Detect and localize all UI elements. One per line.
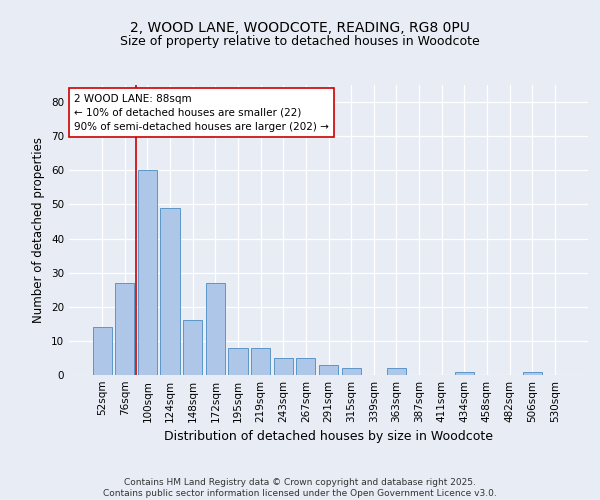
- Bar: [455, 372, 474, 375]
- Bar: [206, 283, 225, 375]
- Bar: [115, 283, 134, 375]
- X-axis label: Distribution of detached houses by size in Woodcote: Distribution of detached houses by size …: [164, 430, 493, 444]
- Bar: [387, 368, 406, 375]
- Bar: [319, 365, 338, 375]
- Bar: [296, 358, 316, 375]
- Text: Contains HM Land Registry data © Crown copyright and database right 2025.
Contai: Contains HM Land Registry data © Crown c…: [103, 478, 497, 498]
- Bar: [523, 372, 542, 375]
- Bar: [251, 348, 270, 375]
- Text: 2 WOOD LANE: 88sqm
← 10% of detached houses are smaller (22)
90% of semi-detache: 2 WOOD LANE: 88sqm ← 10% of detached hou…: [74, 94, 329, 132]
- Text: 2, WOOD LANE, WOODCOTE, READING, RG8 0PU: 2, WOOD LANE, WOODCOTE, READING, RG8 0PU: [130, 21, 470, 35]
- Bar: [341, 368, 361, 375]
- Bar: [183, 320, 202, 375]
- Bar: [160, 208, 180, 375]
- Bar: [92, 327, 112, 375]
- Text: Size of property relative to detached houses in Woodcote: Size of property relative to detached ho…: [120, 35, 480, 48]
- Bar: [274, 358, 293, 375]
- Bar: [138, 170, 157, 375]
- Y-axis label: Number of detached properties: Number of detached properties: [32, 137, 46, 323]
- Bar: [229, 348, 248, 375]
